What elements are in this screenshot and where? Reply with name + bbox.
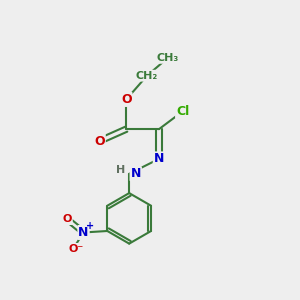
Text: CH₂: CH₂ [136,71,158,81]
Text: H: H [116,165,125,175]
Text: O: O [94,135,105,148]
Text: O: O [62,214,72,224]
Text: N: N [78,226,89,239]
Text: N: N [130,167,141,180]
Text: Cl: Cl [176,105,189,118]
Text: O⁻: O⁻ [68,244,84,254]
Text: O: O [121,93,131,106]
Text: +: + [86,221,94,231]
Text: CH₃: CH₃ [157,53,179,63]
Text: N: N [154,152,164,165]
